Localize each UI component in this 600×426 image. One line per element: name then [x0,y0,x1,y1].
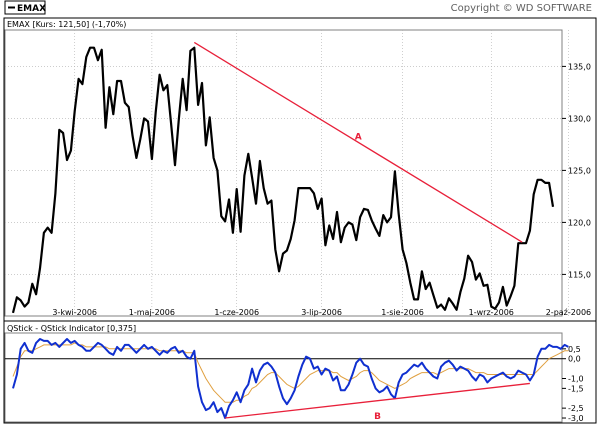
price-line [11,46,555,314]
qstick-y-tick-label: 0,0 [568,355,581,364]
trendline-b-label: B [374,412,381,422]
price-series [11,46,555,314]
price-y-tick-label: 120,0 [568,218,591,227]
qstick-y-tick-label: -1,0 [568,374,584,383]
trendline-a-line [193,41,523,243]
price-plot-area [4,29,563,317]
qstick-average-line [12,342,569,403]
price-x-tick-label: 1-wrz-2006 [469,308,514,317]
qstick-y-tick-label: 0,5 [568,345,581,354]
price-x-tick-label: 3-kwi-2006 [52,308,97,317]
qstick-series [12,338,569,419]
copyright-text: Copyright © WD SOFTWARE [451,3,592,14]
ticker-badge [4,0,46,15]
price-y-tick-label: 135,0 [568,62,591,71]
qstick-plot-area [4,332,563,423]
price-panel-title: EMAX [Kurs: 121,50] (-1,70%) [7,20,126,29]
trendline-b: B [225,382,530,422]
price-y-tick-label: 115,0 [568,270,591,279]
trendline-a: A [193,41,523,243]
price-x-tick-label: 1-maj-2006 [129,308,175,317]
qstick-y-tick-label: -2,5 [568,404,584,413]
price-x-tick-label: 2-paź-2006 [546,308,591,317]
price-x-tick-label: 1-cze-2006 [214,308,259,317]
price-x-tick-label: 3-lip-2006 [301,308,342,317]
qstick-y-tick-label: -1,5 [568,384,584,393]
qstick-y-axis: 0,50,0 -1,0-1,5 -2,5-3,0 [562,345,584,423]
price-y-axis: 115,0 120,0 125,0 130,0 135,0 [562,62,591,279]
price-x-tick-label: 1-sie-2006 [381,308,424,317]
price-x-axis: 3-kwi-2006 1-maj-2006 1-cze-2006 3-lip-2006… [52,308,591,317]
trendline-a-label: A [355,132,362,142]
trendline-b-line [225,382,530,419]
qstick-panel-title: QStick - QStick Indicator [0,375] [7,324,136,333]
price-y-tick-label: 130,0 [568,114,591,123]
ticker-label: EMAX [17,4,46,14]
qstick-y-tick-label: -3,0 [568,414,584,423]
qstick-line [12,338,569,419]
price-y-tick-label: 125,0 [568,166,591,175]
